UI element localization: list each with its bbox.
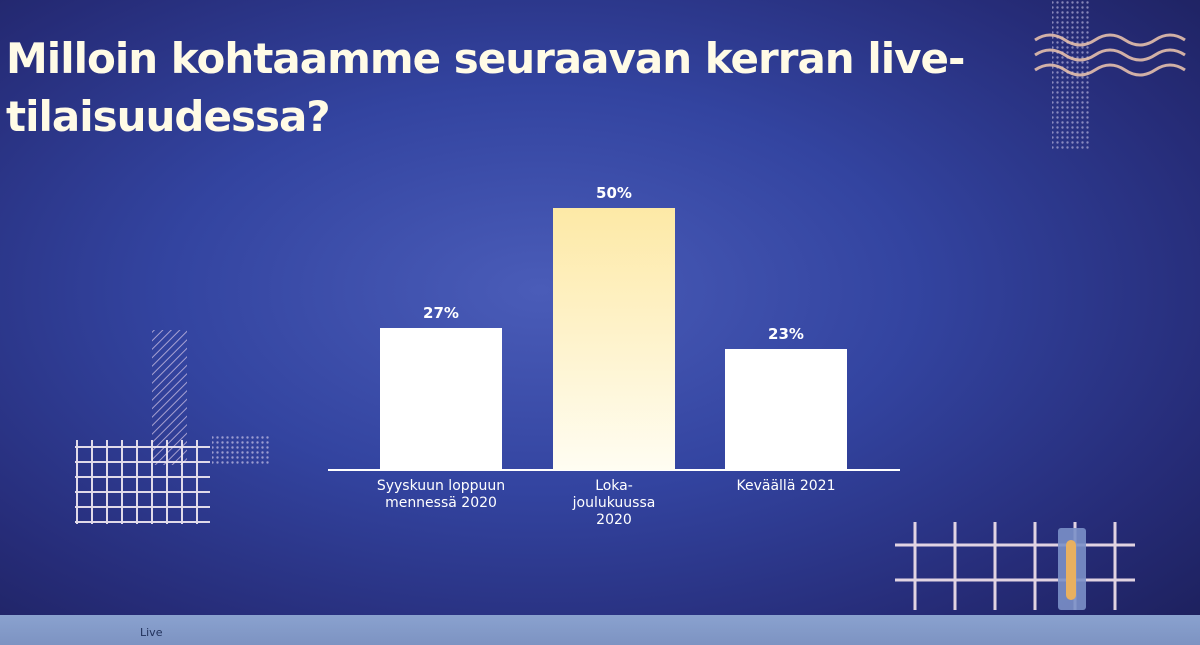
chart-title: Milloin kohtaamme seuraavan kerran live-… xyxy=(6,34,965,141)
bar xyxy=(553,207,675,470)
bar xyxy=(380,328,502,470)
data-label: 27% xyxy=(423,304,459,323)
category-label: Loka-joulukuussa 2020 xyxy=(572,478,656,528)
category-label: Syyskuun loppuun mennessä 2020 xyxy=(376,478,506,511)
bar xyxy=(725,349,847,470)
live-status[interactable]: Live xyxy=(140,626,163,639)
category-label: Keväällä 2021 xyxy=(736,478,836,494)
player-controls xyxy=(0,615,1200,645)
baseline xyxy=(328,469,900,471)
data-label: 50% xyxy=(596,183,632,202)
data-label: 23% xyxy=(768,325,804,344)
